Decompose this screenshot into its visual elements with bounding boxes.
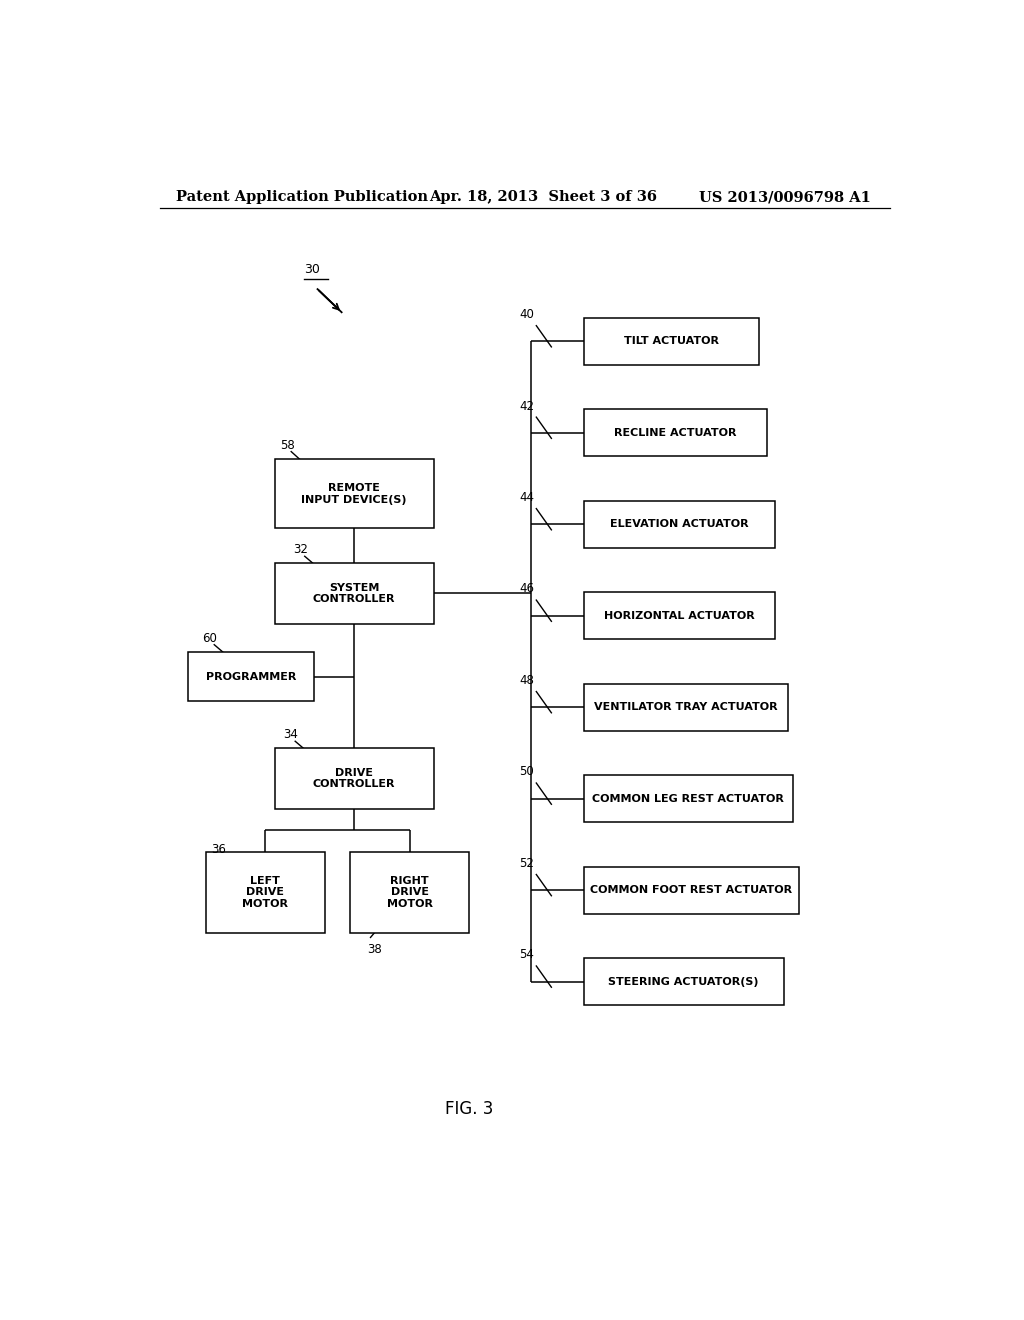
Text: COMMON LEG REST ACTUATOR: COMMON LEG REST ACTUATOR	[592, 793, 784, 804]
Text: Patent Application Publication: Patent Application Publication	[176, 190, 428, 205]
Text: 46: 46	[519, 582, 535, 595]
Text: 40: 40	[519, 308, 535, 321]
Text: DRIVE
CONTROLLER: DRIVE CONTROLLER	[313, 768, 395, 789]
Text: 30: 30	[304, 263, 321, 276]
Text: 32: 32	[293, 544, 308, 556]
Text: 52: 52	[519, 857, 535, 870]
Bar	[274, 562, 433, 624]
Text: VENTILATOR TRAY ACTUATOR: VENTILATOR TRAY ACTUATOR	[594, 702, 777, 713]
Text: ELEVATION ACTUATOR: ELEVATION ACTUATOR	[610, 519, 749, 529]
Text: US 2013/0096798 A1: US 2013/0096798 A1	[699, 190, 871, 205]
Text: 44: 44	[519, 491, 535, 504]
Text: 54: 54	[519, 948, 535, 961]
Text: 36: 36	[211, 843, 226, 857]
Text: 42: 42	[519, 400, 535, 412]
Text: FIG. 3: FIG. 3	[445, 1100, 494, 1118]
Bar	[584, 958, 783, 1005]
Bar	[585, 409, 767, 457]
Text: REMOTE
INPUT DEVICE(S): REMOTE INPUT DEVICE(S)	[301, 483, 407, 504]
Text: PROGRAMMER: PROGRAMMER	[206, 672, 296, 681]
Bar	[585, 593, 775, 639]
Text: RIGHT
DRIVE
MOTOR: RIGHT DRIVE MOTOR	[387, 875, 433, 909]
Text: 48: 48	[519, 675, 535, 686]
Bar	[585, 500, 775, 548]
Text: 60: 60	[202, 632, 217, 644]
Bar	[585, 318, 759, 364]
Text: 34: 34	[283, 729, 298, 742]
Bar	[274, 748, 433, 809]
Bar	[187, 652, 314, 701]
Text: HORIZONTAL ACTUATOR: HORIZONTAL ACTUATOR	[604, 611, 755, 620]
Text: SYSTEM
CONTROLLER: SYSTEM CONTROLLER	[313, 582, 395, 605]
Text: 58: 58	[281, 438, 295, 451]
Text: COMMON FOOT REST ACTUATOR: COMMON FOOT REST ACTUATOR	[591, 886, 793, 895]
Text: 38: 38	[368, 942, 382, 956]
Bar	[206, 851, 325, 933]
Text: LEFT
DRIVE
MOTOR: LEFT DRIVE MOTOR	[243, 875, 289, 909]
Bar	[274, 459, 433, 528]
Bar	[584, 684, 788, 731]
Text: RECLINE ACTUATOR: RECLINE ACTUATOR	[614, 428, 737, 438]
Bar	[350, 851, 469, 933]
Text: 50: 50	[519, 766, 535, 779]
Bar	[584, 867, 800, 913]
Text: Apr. 18, 2013  Sheet 3 of 36: Apr. 18, 2013 Sheet 3 of 36	[430, 190, 657, 205]
Bar	[584, 775, 793, 822]
Text: STEERING ACTUATOR(S): STEERING ACTUATOR(S)	[608, 977, 759, 986]
Text: TILT ACTUATOR: TILT ACTUATOR	[624, 337, 719, 346]
